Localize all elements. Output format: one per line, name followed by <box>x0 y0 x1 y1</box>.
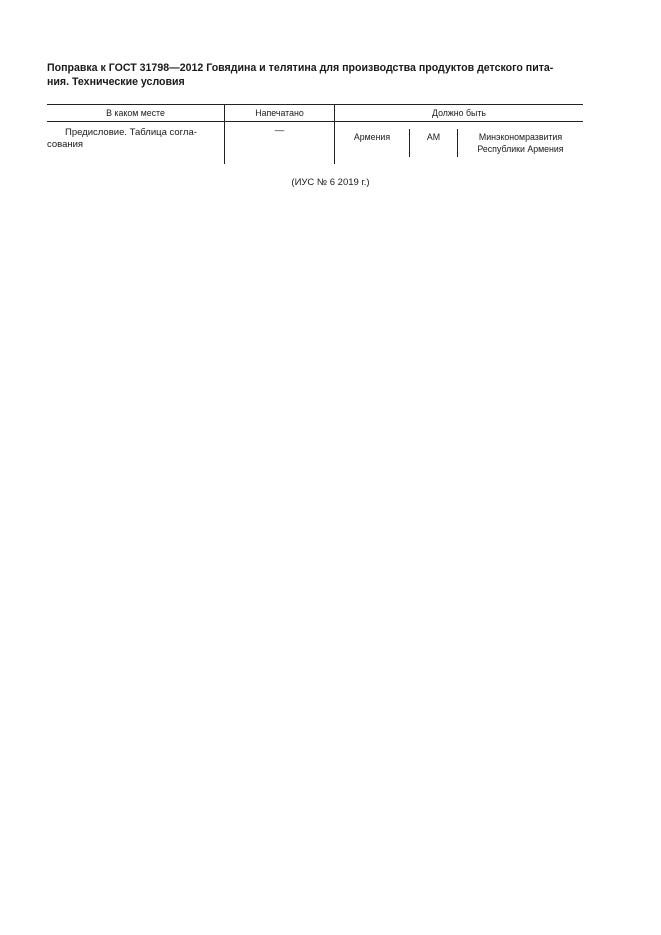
cell-authority: Минэкономразвития Республики Армения <box>477 132 564 154</box>
column-divider <box>334 104 335 164</box>
page-title: Поправка к ГОСТ 31798—2012 Говядина и те… <box>47 62 554 88</box>
header-where: В каком месте <box>106 108 165 118</box>
table-top-border <box>47 104 583 105</box>
cell-code: AM <box>426 132 441 142</box>
correction-table: В каком месте Напечатано Должно быть Пре… <box>47 104 583 164</box>
cell-country: Армения <box>353 132 391 142</box>
footer-reference: (ИУС № 6 2019 г.) <box>291 177 370 188</box>
header-divider <box>47 121 583 122</box>
column-divider <box>224 104 225 164</box>
cell-where: Предисловие. Таблица согла- сования <box>47 127 197 150</box>
header-should-be: Должно быть <box>432 108 486 118</box>
cell-printed: — <box>274 125 285 136</box>
column-divider <box>457 129 458 157</box>
column-divider <box>409 129 410 157</box>
header-printed: Напечатано <box>255 108 304 118</box>
